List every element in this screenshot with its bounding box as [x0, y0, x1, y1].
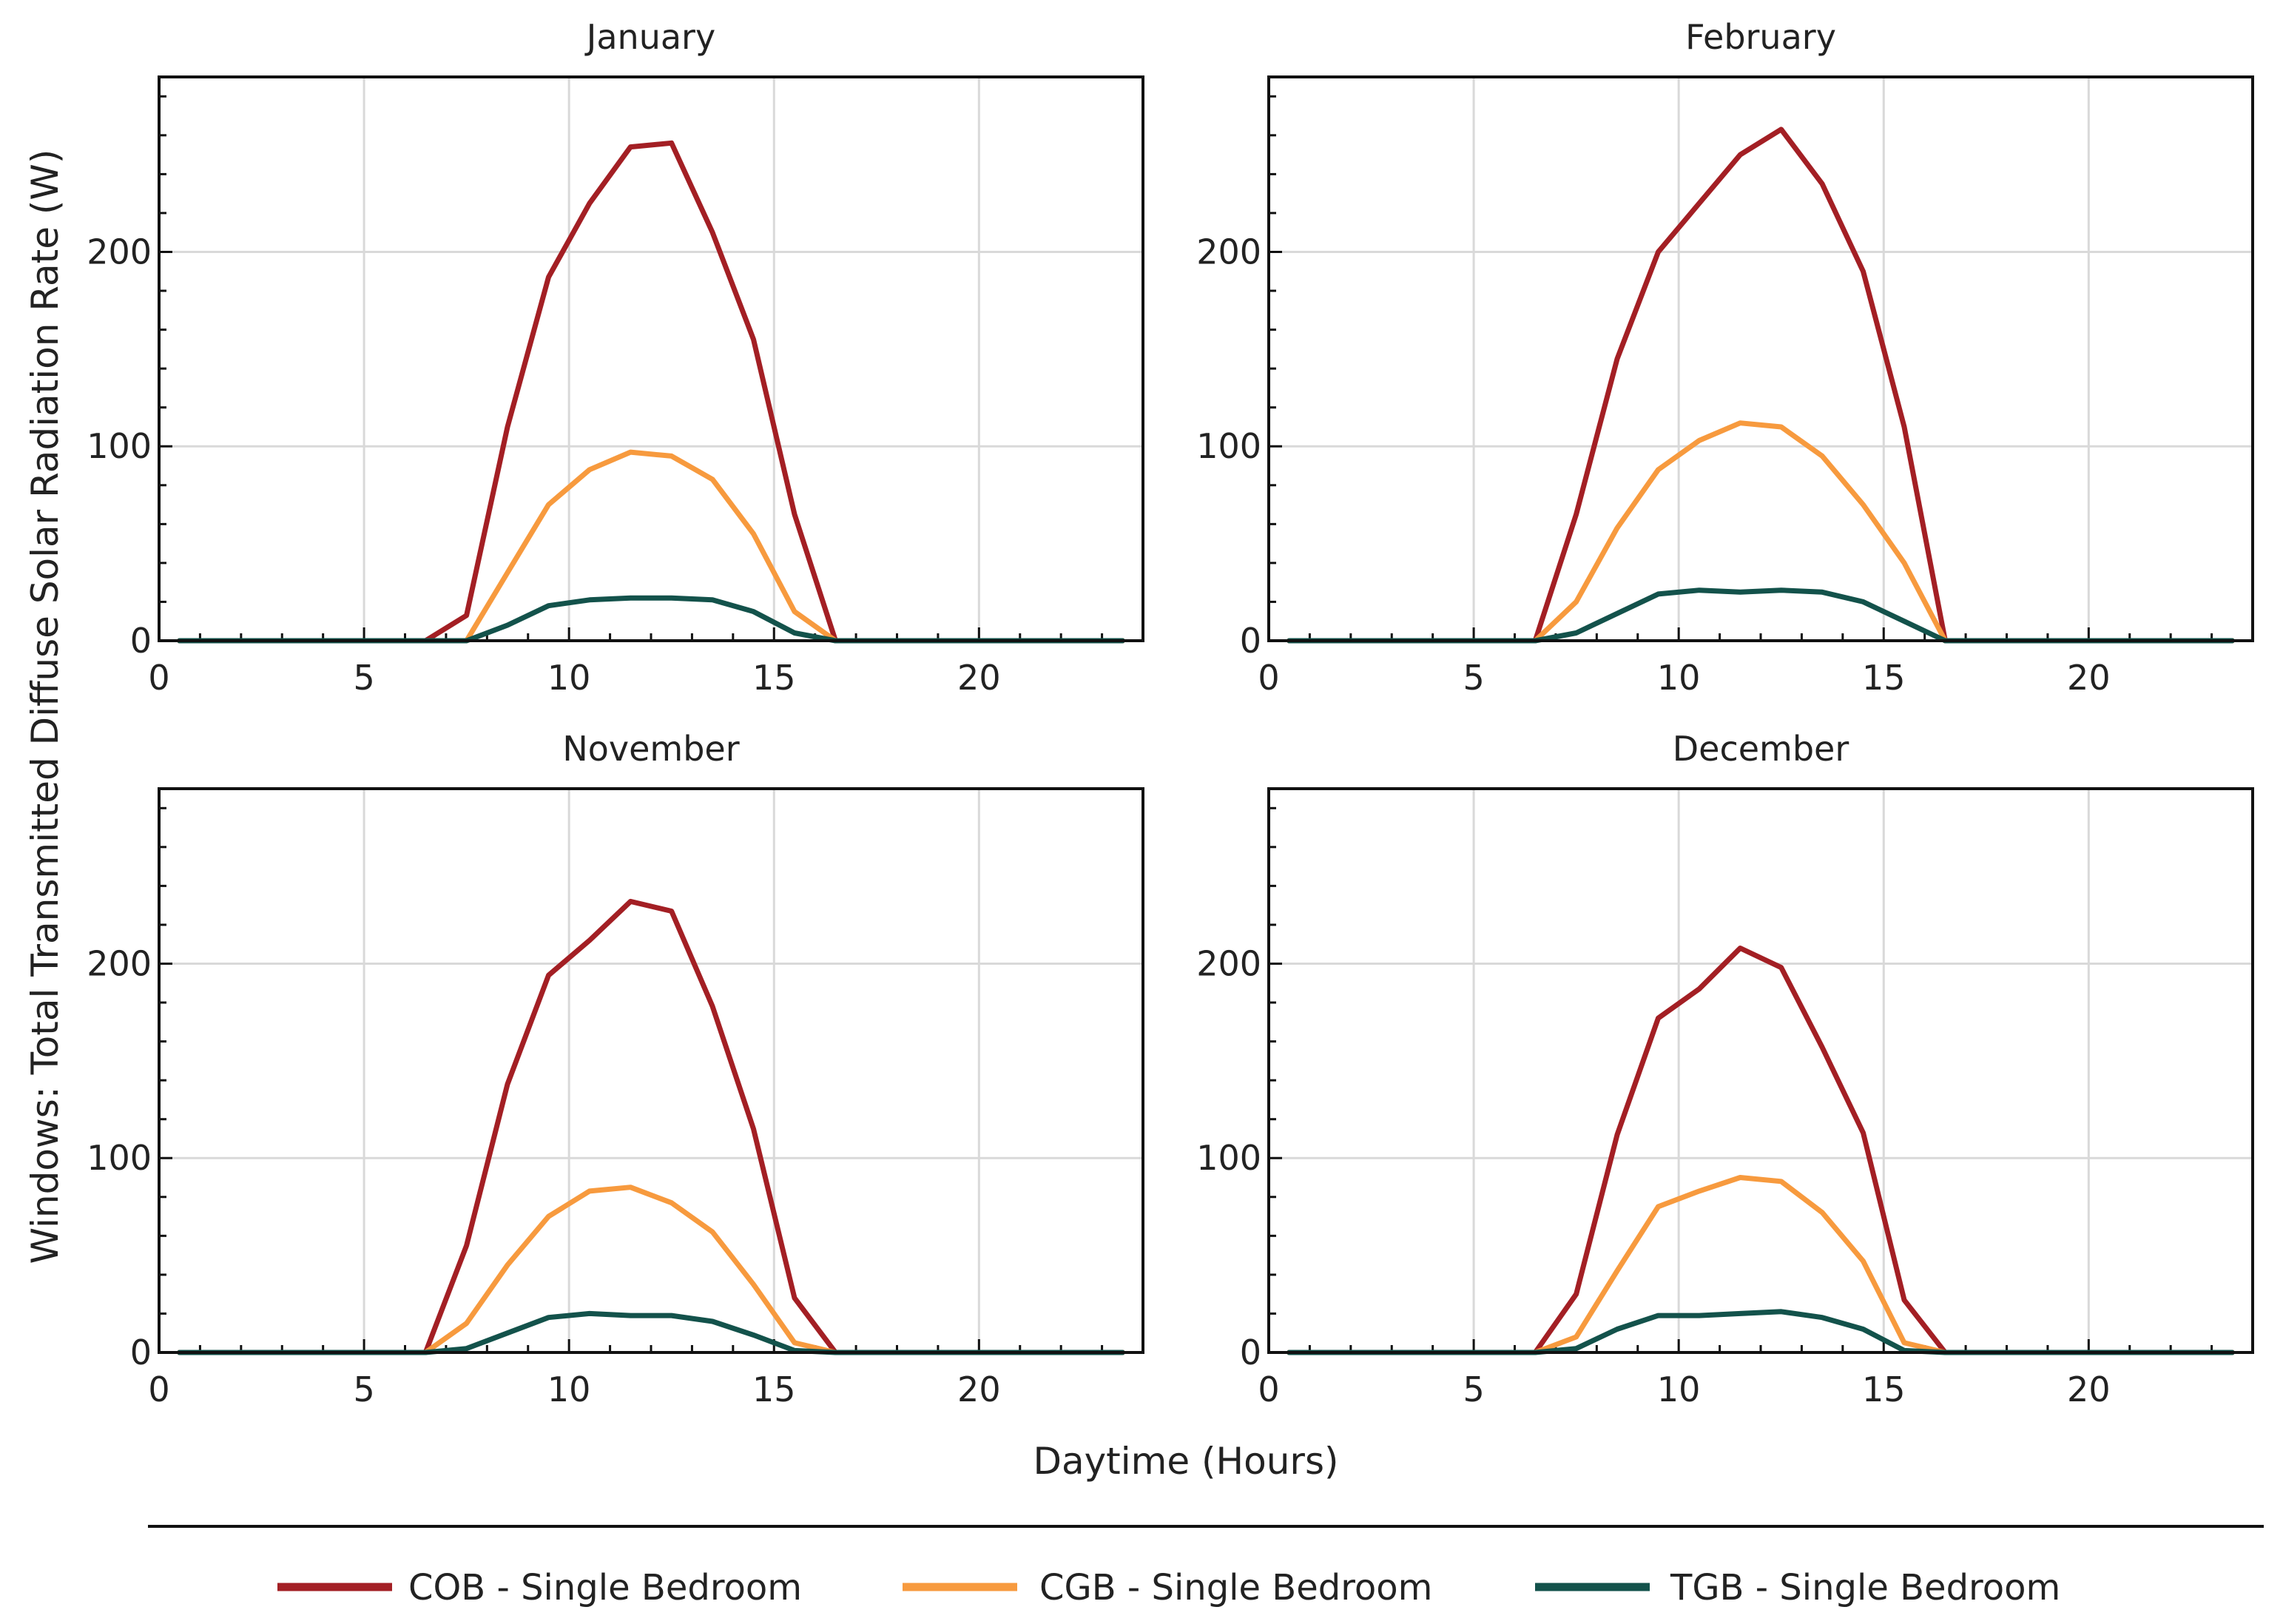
plot-frame	[158, 787, 1144, 1354]
series-line-cob	[177, 898, 1125, 1355]
plot-frame	[158, 75, 1144, 642]
x-tick-label: 5	[1463, 658, 1484, 698]
legend: COB - Single Bedroom CGB - Single Bedroo…	[277, 1567, 2060, 1608]
x-tick-label: 20	[957, 1369, 1001, 1409]
x-tick-label: 5	[1463, 1369, 1484, 1409]
y-tick-label: 0	[130, 621, 152, 661]
x-tick-label: 15	[752, 1369, 796, 1409]
series-line-cgb	[1286, 1175, 2235, 1355]
x-tick-label: 20	[2067, 1369, 2111, 1409]
x-tick-label: 10	[1657, 1369, 1701, 1409]
series-line-cob	[1286, 946, 2235, 1355]
y-tick-label: 0	[1240, 1332, 1261, 1372]
plot-frame	[1267, 787, 2254, 1354]
panel-title: January	[584, 17, 715, 57]
legend-label-cob: COB - Single Bedroom	[408, 1567, 802, 1608]
series-line-cob	[1286, 127, 2235, 644]
y-tick-label: 200	[1196, 232, 1261, 272]
panel-title: November	[562, 729, 739, 769]
y-tick-label: 0	[130, 1332, 152, 1372]
legend-item-cgb: CGB - Single Bedroom	[903, 1567, 1432, 1608]
x-tick-label: 10	[1657, 658, 1701, 698]
series-line-cgb	[1286, 420, 2235, 644]
x-tick-label: 20	[957, 658, 1001, 698]
x-tick-label: 10	[547, 1369, 591, 1409]
legend-item-cob: COB - Single Bedroom	[277, 1567, 802, 1608]
x-tick-label: 0	[148, 1369, 169, 1409]
series-line-cgb	[177, 449, 1125, 644]
panel-title: February	[1685, 17, 1836, 57]
y-axis-title: Windows: Total Transmitted Diffuse Solar…	[24, 149, 67, 1264]
y-tick-label: 0	[1240, 621, 1261, 661]
x-tick-label: 15	[1862, 1369, 1906, 1409]
y-tick-label: 100	[87, 426, 152, 466]
legend-item-tgb: TGB - Single Bedroom	[1535, 1567, 2060, 1608]
x-tick-label: 0	[1258, 1369, 1279, 1409]
series-line-cob	[177, 140, 1125, 644]
x-tick-label: 20	[2067, 658, 2111, 698]
x-tick-label: 5	[353, 1369, 374, 1409]
x-tick-label: 15	[1862, 658, 1906, 698]
x-tick-label: 0	[1258, 658, 1279, 698]
plot-frame	[1267, 75, 2254, 642]
x-tick-label: 0	[148, 658, 169, 698]
x-tick-label: 15	[752, 658, 796, 698]
y-tick-label: 100	[1196, 426, 1261, 466]
y-tick-label: 200	[1196, 943, 1261, 983]
legend-label-cgb: CGB - Single Bedroom	[1039, 1567, 1432, 1608]
y-tick-label: 100	[1196, 1138, 1261, 1178]
legend-label-tgb: TGB - Single Bedroom	[1670, 1567, 2060, 1608]
x-axis-title: Daytime (Hours)	[1033, 1440, 1338, 1483]
x-tick-label: 10	[547, 658, 591, 698]
x-tick-label: 5	[353, 658, 374, 698]
y-tick-label: 200	[87, 232, 152, 272]
series-line-cgb	[177, 1185, 1125, 1355]
y-tick-label: 100	[87, 1138, 152, 1178]
series-line-tgb	[1286, 587, 2235, 644]
panel-title: December	[1673, 729, 1849, 769]
y-tick-label: 200	[87, 943, 152, 983]
